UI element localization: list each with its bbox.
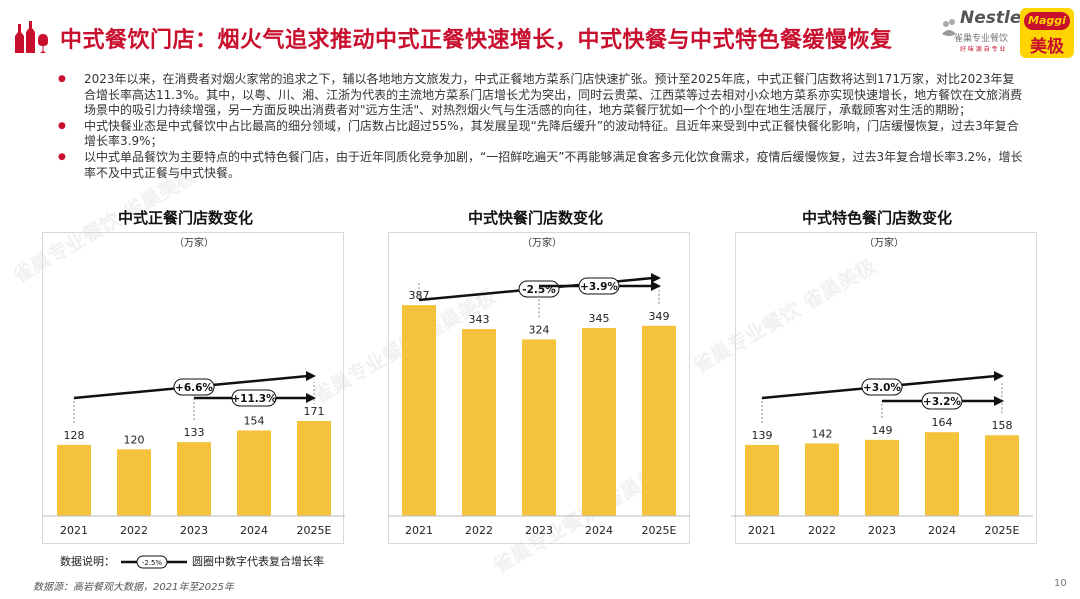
cagr-label: +3.0%	[863, 382, 901, 394]
bar-2024	[582, 327, 616, 516]
cagr-label: +6.6%	[175, 382, 213, 394]
bar-2022	[117, 449, 151, 516]
bar-2023	[522, 339, 556, 516]
unit-label-1: （万家）	[174, 238, 214, 249]
chart-panel-2	[388, 232, 690, 544]
x-tick-label: 2025E	[297, 524, 332, 537]
x-tick-label: 2021	[405, 524, 433, 537]
bar-value-label: 345	[589, 312, 610, 325]
source-note: 数据源：高岩餐观大数据，2021年至2025年	[33, 582, 234, 593]
x-tick-label: 2022	[808, 524, 836, 537]
bar-2021	[745, 444, 779, 516]
cagr-badge	[861, 378, 903, 396]
chart-panel-3	[735, 232, 1037, 544]
cagr-badge	[173, 378, 215, 396]
bar-2022	[462, 329, 496, 516]
chart-title-2: 中式快餐门店数变化	[468, 209, 604, 227]
x-tick-label: 2023	[868, 524, 896, 537]
maggi-logo: Maggi 美极	[1020, 8, 1074, 58]
nestle-logo: Nestle 雀巢专业餐饮 好 味 源 自 专 业	[940, 8, 1021, 56]
bar-2025E	[642, 325, 676, 516]
bar-value-label: 128	[64, 429, 85, 442]
unit-label-3: （万家）	[864, 238, 904, 249]
maggi-cn: 美极	[1030, 37, 1064, 57]
cagr-arrowhead	[651, 281, 661, 291]
page-title: 中式餐饮门店：烟火气追求推动中式正餐快速增长，中式快餐与中式特色餐缓慢恢复	[60, 28, 893, 53]
cagr-badge	[578, 277, 620, 295]
bar-chart-1: 128 2021 120 2022 133 2023 154 2024 171 2025E +6.6…	[43, 371, 345, 537]
x-tick-label: 2022	[465, 524, 493, 537]
bar-chart-2: 38720213432022324202334520243492025E-2.5…	[388, 273, 690, 537]
bar-value-label: 149	[872, 424, 893, 437]
x-tick-label: 2021	[60, 524, 88, 537]
cagr-label: +3.2%	[923, 396, 961, 408]
nestle-tagline: 好 味 源 自 专 业	[960, 46, 1006, 53]
bar-2023	[865, 439, 899, 516]
bar-value-label: 343	[469, 313, 490, 326]
legend-sample-text: -2.5%	[141, 559, 162, 567]
bar-value-label: 154	[244, 414, 265, 427]
x-tick-label: 2024	[240, 524, 268, 537]
x-tick-label: 2021	[748, 524, 776, 537]
cagr-label: +11.3%	[231, 393, 277, 405]
bar-value-label: 171	[304, 405, 325, 418]
nestle-nest-icon	[942, 19, 956, 36]
bar-value-label: 139	[752, 429, 773, 442]
bar-2024	[237, 430, 271, 516]
cagr-label: +3.9%	[580, 281, 618, 293]
bar-2021	[402, 305, 436, 516]
cagr-arrowhead	[306, 371, 316, 381]
legend-note-prefix: 数据说明：	[60, 555, 115, 568]
legend-note: 数据说明： -2.5% 圆圈中数字代表复合增长率	[60, 553, 324, 569]
bar-value-label: 324	[529, 323, 550, 336]
bar-value-label: 158	[992, 419, 1013, 432]
x-tick-label: 2024	[585, 524, 613, 537]
bar-2024	[925, 432, 959, 516]
legend-note-text: 圆圈中数字代表复合增长率	[192, 555, 324, 568]
x-tick-label: 2023	[180, 524, 208, 537]
wine-bottles-icon	[15, 21, 48, 53]
chart-panel-1	[42, 232, 344, 544]
bullet-list: 2023年以来，在消费者对烟火家常的追求之下，辅以各地地方文旅发力，中式正餐地方…	[58, 72, 1026, 181]
bullet-item: 中式快餐业态是中式餐饮中占比最高的细分领域，门店数占比超过55%，其发展呈现“先…	[58, 119, 1026, 150]
bar-value-label: 133	[184, 426, 205, 439]
nestle-brand: Nestle	[960, 8, 1022, 28]
cagr-badge	[231, 389, 277, 407]
x-tick-label: 2024	[928, 524, 956, 537]
chart-title-3: 中式特色餐门店数变化	[802, 209, 953, 227]
bar-2021	[57, 444, 91, 516]
x-tick-label: 2022	[120, 524, 148, 537]
bar-2023	[177, 442, 211, 516]
cagr-badge	[921, 392, 963, 410]
legend-sample-icon: -2.5%	[120, 555, 187, 569]
x-tick-label: 2025E	[985, 524, 1020, 537]
x-tick-label: 2023	[525, 524, 553, 537]
maggi-brand: Maggi	[1024, 12, 1070, 30]
title-bar: 中式餐饮门店：烟火气追求推动中式正餐快速增长，中式快餐与中式特色餐缓慢恢复 Ne…	[0, 0, 1080, 72]
bar-value-label: 120	[124, 433, 145, 446]
bar-value-label: 349	[649, 310, 670, 323]
cagr-arrowhead	[306, 393, 316, 403]
bar-2025E	[297, 421, 331, 516]
chart-title-1: 中式正餐门店数变化	[118, 209, 254, 227]
bar-2022	[805, 443, 839, 516]
cagr-arrowhead	[994, 396, 1004, 406]
bar-chart-3: 139 2021 142 2022 149 2023 164 2024 158 2025E +3.0…	[731, 371, 1033, 537]
nestle-sub: 雀巢专业餐饮	[954, 34, 1009, 44]
bar-value-label: 164	[932, 416, 953, 429]
bar-2025E	[985, 435, 1019, 516]
cagr-arrowhead	[994, 371, 1004, 381]
x-tick-label: 2025E	[642, 524, 677, 537]
bullet-item: 2023年以来，在消费者对烟火家常的追求之下，辅以各地地方文旅发力，中式正餐地方…	[58, 72, 1026, 119]
bullet-item: 以中式单品餐饮为主要特点的中式特色餐门店，由于近年同质化竞争加剧，“一招鲜吃遍天…	[58, 150, 1026, 181]
page-number: 10	[1054, 578, 1067, 589]
cagr-arrowhead	[651, 273, 661, 283]
bar-value-label: 142	[812, 427, 833, 440]
unit-label-2: （万家）	[522, 238, 562, 249]
